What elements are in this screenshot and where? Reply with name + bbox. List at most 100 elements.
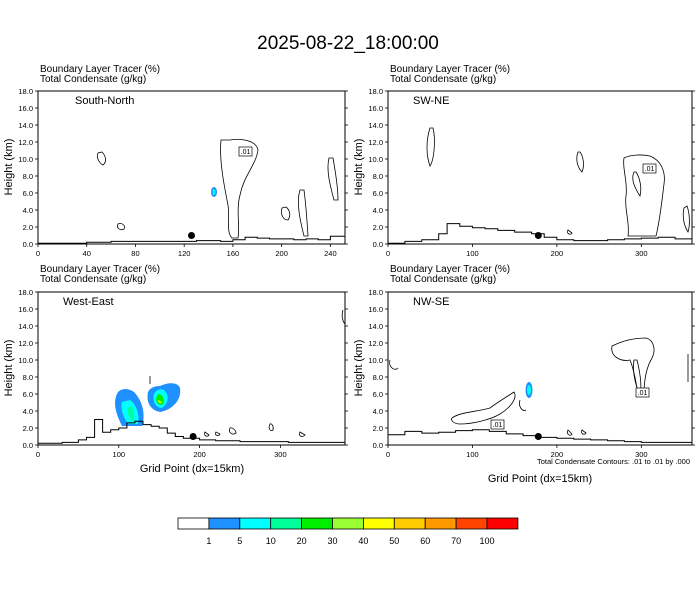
x-tick-label: 200 bbox=[275, 249, 288, 258]
panel-header-line2: Total Condensate (g/kg) bbox=[40, 274, 146, 285]
colorbar: 1 5 10 20 30 40 50 60 70 100 bbox=[177, 517, 519, 546]
y-tick-label: 12.0 bbox=[368, 339, 383, 348]
x-tick-label: 120 bbox=[178, 249, 191, 258]
y-ticks: 0.0 2.0 4.0 6.0 8.0 10.0 12.0 14.0 16.0 18.0 bbox=[368, 288, 695, 450]
x-tick-label: 80 bbox=[131, 249, 139, 258]
y-tick-label: 2.0 bbox=[373, 424, 383, 433]
colorbar-label: 1 bbox=[206, 536, 211, 546]
panel-header-line1: Boundary Layer Tracer (%) bbox=[40, 264, 160, 275]
y-tick-label: 0.0 bbox=[373, 441, 383, 450]
y-ticks: 0.0 2.0 4.0 6.0 8.0 10.0 12.0 14.0 16.0 18.0 bbox=[18, 288, 348, 450]
y-tick-label: 2.0 bbox=[23, 223, 33, 232]
x-tick-label: 160 bbox=[227, 249, 240, 258]
colorbar-label: 5 bbox=[237, 536, 242, 546]
x-tick-label: 0 bbox=[386, 249, 390, 258]
x-tick-label: 200 bbox=[193, 450, 206, 459]
y-axis-label: Height (km) bbox=[353, 139, 365, 196]
y-tick-label: 18.0 bbox=[368, 288, 383, 297]
y-tick-label: 6.0 bbox=[373, 390, 383, 399]
plot-frame bbox=[37, 291, 346, 446]
colorbar-label: 100 bbox=[479, 536, 494, 546]
location-marker bbox=[534, 232, 542, 239]
y-ticks: 0.0 2.0 4.0 6.0 8.0 10.0 12.0 14.0 16.0 18.0 bbox=[18, 87, 348, 249]
y-tick-label: 8.0 bbox=[373, 172, 383, 181]
y-tick-label: 4.0 bbox=[23, 206, 33, 215]
colorbar-label: 20 bbox=[297, 536, 307, 546]
panel-header-line1: Boundary Layer Tracer (%) bbox=[390, 264, 510, 275]
y-tick-label: 16.0 bbox=[18, 305, 33, 314]
x-tick-label: 100 bbox=[113, 450, 126, 459]
x-axis-label-nw-se: Grid Point (dx=15km) bbox=[488, 473, 592, 485]
x-tick-label: 0 bbox=[36, 249, 40, 258]
colorbar-swatch bbox=[332, 517, 364, 530]
y-tick-label: 12.0 bbox=[18, 138, 33, 147]
y-tick-label: 14.0 bbox=[18, 322, 33, 331]
contour-label: .01 bbox=[493, 422, 503, 429]
y-tick-label: 10.0 bbox=[368, 155, 383, 164]
tracer-fill bbox=[115, 383, 181, 426]
colorbar-swatch bbox=[393, 517, 426, 530]
y-tick-label: 6.0 bbox=[373, 189, 383, 198]
x-tick-label: 200 bbox=[551, 450, 564, 459]
figure-title: 2025-08-22_18:00:00 bbox=[257, 33, 439, 54]
plot-frame bbox=[387, 90, 693, 245]
plot-frame bbox=[387, 291, 693, 446]
y-tick-label: 12.0 bbox=[368, 138, 383, 147]
y-tick-label: 10.0 bbox=[18, 356, 33, 365]
x-tick-label: 100 bbox=[466, 450, 479, 459]
x-ticks: 0 100 200 300 bbox=[386, 244, 648, 258]
y-tick-label: 2.0 bbox=[23, 424, 33, 433]
colorbar-label: 60 bbox=[420, 536, 430, 546]
y-tick-label: 16.0 bbox=[368, 104, 383, 113]
contour-label: .01 bbox=[645, 166, 655, 173]
y-tick-label: 14.0 bbox=[368, 121, 383, 130]
x-tick-label: 200 bbox=[551, 249, 564, 258]
y-tick-label: 14.0 bbox=[18, 121, 33, 130]
x-tick-label: 300 bbox=[274, 450, 287, 459]
colorbar-swatch bbox=[455, 517, 488, 530]
x-tick-label: 240 bbox=[324, 249, 337, 258]
contour-footnote: Total Condensate Contours: .01 to .01 by… bbox=[537, 457, 690, 466]
panel-west-east: Boundary Layer Tracer (%) Total Condensa… bbox=[3, 264, 348, 459]
x-ticks: 0 40 80 120 160 200 240 bbox=[36, 244, 337, 258]
location-marker bbox=[188, 232, 195, 239]
colorbar-swatch bbox=[270, 517, 303, 530]
colorbar-label: 30 bbox=[327, 536, 337, 546]
contour-label-box bbox=[635, 387, 650, 398]
colorbar-label: 50 bbox=[389, 536, 399, 546]
colorbar-swatch bbox=[301, 517, 333, 530]
panel-header-line1: Boundary Layer Tracer (%) bbox=[390, 64, 510, 75]
x-tick-label: 100 bbox=[466, 249, 479, 258]
colorbar-label: 10 bbox=[266, 536, 276, 546]
condensate-contours bbox=[426, 127, 690, 237]
panel-nw-se: Boundary Layer Tracer (%) Total Condensa… bbox=[353, 264, 695, 459]
y-ticks: 0.0 2.0 4.0 6.0 8.0 10.0 12.0 14.0 16.0 18.0 bbox=[368, 87, 695, 249]
x-axis-label-west-east: Grid Point (dx=15km) bbox=[140, 463, 244, 475]
tracer-fill bbox=[211, 187, 217, 197]
panel-label: South-North bbox=[75, 95, 134, 107]
y-tick-label: 10.0 bbox=[18, 155, 33, 164]
colorbar-swatch bbox=[208, 517, 241, 530]
panel-south-north: Boundary Layer Tracer (%) Total Condensa… bbox=[3, 64, 348, 258]
y-tick-label: 16.0 bbox=[18, 104, 33, 113]
contour-label-box bbox=[642, 163, 657, 174]
y-tick-label: 4.0 bbox=[373, 407, 383, 416]
panel-header-line2: Total Condensate (g/kg) bbox=[390, 274, 496, 285]
y-tick-label: 6.0 bbox=[23, 189, 33, 198]
x-ticks: 0 100 200 300 bbox=[386, 445, 648, 459]
colorbar-label: 70 bbox=[451, 536, 461, 546]
location-marker bbox=[189, 433, 197, 440]
x-ticks: 0 100 200 300 bbox=[36, 445, 287, 459]
colorbar-swatch bbox=[177, 517, 210, 530]
panel-label: West-East bbox=[63, 296, 114, 308]
colorbar-swatch bbox=[486, 517, 519, 530]
colorbar-swatch bbox=[362, 517, 395, 530]
panel-header-line1: Boundary Layer Tracer (%) bbox=[40, 64, 160, 75]
contour-label: .01 bbox=[638, 390, 648, 397]
colorbar-swatch bbox=[424, 517, 457, 530]
plot-frame bbox=[37, 90, 346, 245]
y-tick-label: 18.0 bbox=[368, 87, 383, 96]
panel-sw-ne: Boundary Layer Tracer (%) Total Condensa… bbox=[353, 64, 695, 258]
x-tick-label: 0 bbox=[36, 450, 40, 459]
